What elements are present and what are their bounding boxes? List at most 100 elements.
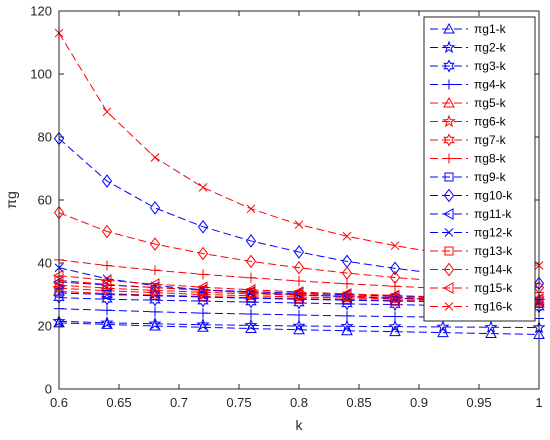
- legend-marker: [444, 302, 454, 311]
- data-point: [244, 318, 258, 332]
- data-point: [340, 288, 352, 300]
- data-point: [101, 224, 113, 239]
- x-tick-label: 0.85: [346, 395, 371, 410]
- y-tick-label: 80: [38, 130, 52, 145]
- legend-item: πg12-k: [430, 226, 513, 240]
- x-tick-label: 0.65: [106, 395, 131, 410]
- y-axis-label: πg: [3, 191, 19, 208]
- series-line: [58, 138, 540, 284]
- data-point: [294, 309, 304, 320]
- x-tick-label: 0.6: [50, 395, 68, 410]
- series-line: [58, 322, 540, 335]
- data-point: [390, 311, 400, 322]
- series-line: [58, 212, 540, 289]
- legend-item: πg7-k: [430, 133, 507, 147]
- data-point: [436, 319, 450, 333]
- legend-label: πg12-k: [474, 226, 513, 240]
- x-tick-label: 0.8: [290, 395, 308, 410]
- legend-marker: [443, 96, 455, 108]
- data-point: [197, 246, 209, 261]
- data-point: [389, 270, 401, 285]
- legend-label: πg10-k: [474, 189, 513, 203]
- legend-marker: [442, 282, 454, 294]
- data-point: [148, 316, 162, 330]
- data-point: [388, 289, 400, 302]
- legend-label: πg9-k: [474, 170, 507, 184]
- legend-label: πg4-k: [474, 78, 507, 92]
- data-point: [390, 241, 400, 251]
- data-point: [196, 281, 208, 294]
- data-point: [484, 320, 498, 333]
- data-point: [148, 278, 160, 290]
- data-point: [389, 297, 401, 312]
- x-tick-label: 0.75: [226, 395, 251, 410]
- data-point: [101, 174, 113, 188]
- data-point: [341, 266, 353, 280]
- data-point: [437, 326, 449, 338]
- data-point: [102, 290, 112, 299]
- data-point: [102, 260, 112, 271]
- legend-label: πg8-k: [474, 152, 507, 166]
- data-point: [245, 234, 257, 248]
- legend-label: πg13-k: [474, 244, 513, 258]
- x-tick-label: 0.7: [170, 395, 188, 410]
- data-point: [292, 319, 306, 332]
- legend-item: πg15-k: [430, 281, 513, 295]
- legend-item: πg3-k: [430, 59, 507, 73]
- data-point: [292, 286, 304, 298]
- data-point: [294, 275, 304, 286]
- legend-marker: [444, 79, 454, 90]
- legend-label: πg6-k: [474, 115, 507, 129]
- legend-label: πg2-k: [474, 41, 507, 55]
- legend-item: πg14-k: [430, 263, 513, 277]
- data-point: [246, 272, 256, 283]
- legend-marker: [443, 22, 455, 34]
- data-point: [293, 296, 305, 310]
- legend-marker: [442, 40, 456, 54]
- data-point: [342, 278, 352, 289]
- legend-item: πg4-k: [430, 78, 507, 92]
- data-point: [149, 201, 161, 215]
- legend-marker: [444, 246, 454, 256]
- legend-label: πg15-k: [474, 281, 513, 295]
- data-point: [341, 297, 353, 311]
- legend-item: πg6-k: [430, 115, 507, 129]
- legend-label: πg7-k: [474, 133, 507, 147]
- legend-item: πg1-k: [430, 22, 507, 36]
- data-point: [245, 295, 257, 309]
- y-axis-ticks: 0 20 40 60 80 100 120: [30, 4, 539, 397]
- legend-item: πg9-k: [430, 170, 507, 184]
- data-point: [389, 261, 401, 276]
- data-point: [293, 245, 305, 259]
- legend-marker: [442, 114, 456, 128]
- y-tick-label: 100: [30, 67, 52, 82]
- legend-item: πg2-k: [430, 41, 507, 55]
- data-point: [198, 308, 208, 319]
- legend-marker: [444, 153, 454, 164]
- legend-item: πg8-k: [430, 152, 507, 166]
- data-point: [245, 254, 257, 269]
- data-point: [196, 317, 210, 331]
- data-point: [149, 293, 161, 307]
- data-point: [197, 294, 209, 308]
- data-point: [100, 274, 112, 287]
- data-point: [294, 220, 304, 229]
- legend-item: πg5-k: [430, 96, 507, 110]
- legend-item: πg13-k: [430, 244, 513, 258]
- legend: πg1-k πg2-k πg3-k πg4-k πg5-k πg6-k πg7-k πg8-k…: [423, 16, 536, 322]
- x-tick-label: 1: [535, 395, 542, 410]
- data-point: [389, 290, 401, 304]
- y-tick-label: 20: [38, 319, 52, 334]
- legend-item: πg16-k: [430, 300, 513, 314]
- data-point: [100, 315, 114, 329]
- legend-box: [423, 16, 536, 322]
- data-point: [150, 153, 160, 162]
- series-14: [53, 205, 545, 295]
- legend-label: πg11-k: [474, 207, 512, 221]
- data-point: [246, 309, 256, 320]
- y-tick-label: 60: [38, 193, 52, 208]
- legend-marker: [444, 228, 454, 237]
- legend-marker: [443, 262, 455, 277]
- data-point: [246, 204, 256, 214]
- y-tick-label: 0: [45, 382, 52, 397]
